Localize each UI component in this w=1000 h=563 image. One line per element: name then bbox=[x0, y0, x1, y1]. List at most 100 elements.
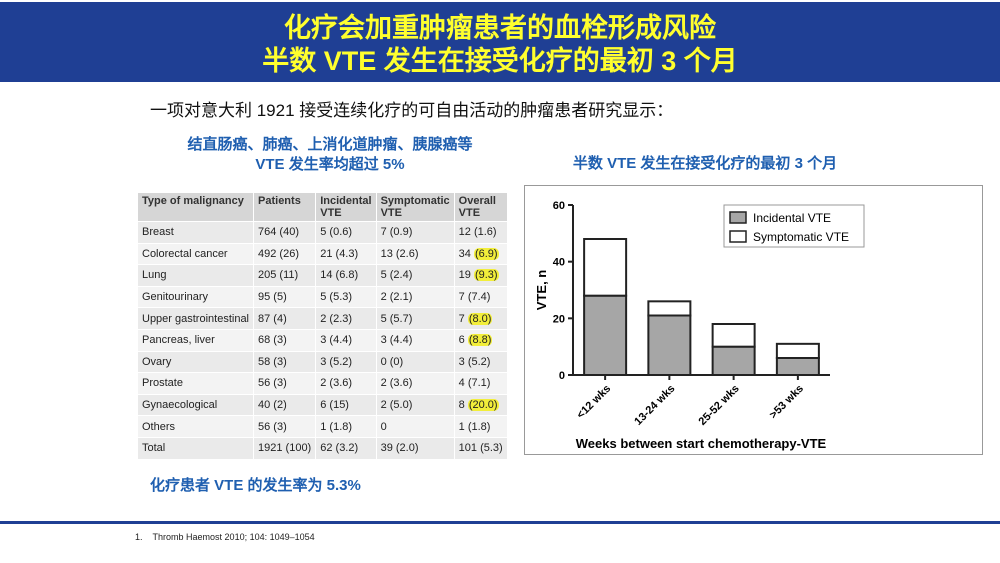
column-header: Incidental VTE bbox=[315, 193, 377, 222]
overall-count: 3 bbox=[458, 355, 465, 368]
caption-line: 结直肠癌、肺癌、上消化道肿瘤、胰腺癌等 bbox=[187, 136, 473, 153]
overall-percent: (6.9) bbox=[473, 247, 499, 260]
table-cell: 2 (2.1) bbox=[376, 285, 455, 308]
table-cell: Lung bbox=[138, 264, 255, 287]
caption-line: VTE 发生率均超过 5% bbox=[255, 156, 405, 173]
x-tick-label: >53 wks bbox=[767, 383, 806, 422]
bar-segment bbox=[775, 357, 820, 376]
y-tick-label: 0 bbox=[559, 370, 565, 382]
table-cell: 3 (5.2) bbox=[454, 350, 508, 373]
overall-percent: (9.3) bbox=[473, 269, 499, 282]
table-cell: 0 bbox=[376, 415, 455, 438]
table-cell: 8 (20.0) bbox=[454, 393, 508, 416]
bar-segment bbox=[711, 345, 756, 376]
overall-percent: (5.3) bbox=[480, 442, 503, 455]
title: 半数 VTE 发生在接受化疗的最初 3 个月 bbox=[262, 46, 738, 76]
bar-segment bbox=[711, 323, 756, 348]
table-cell: 39 (2.0) bbox=[376, 436, 455, 459]
overall-count: 7 bbox=[458, 291, 465, 304]
table-cell: 13 (2.6) bbox=[376, 242, 455, 265]
y-tick-label: 40 bbox=[553, 257, 565, 269]
column-header: Patients bbox=[253, 193, 317, 222]
header-row: Type of malignancy Patients Incidental VTE… bbox=[138, 193, 508, 222]
table-cell: 5 (5.3) bbox=[315, 285, 377, 308]
caption: 化疗患者 VTE 的发生率为 5.3% bbox=[150, 477, 361, 494]
table-cell: 0 (0) bbox=[376, 350, 455, 373]
table-cell: 56 (3) bbox=[253, 372, 317, 395]
overall-percent: (1.8) bbox=[467, 420, 491, 433]
column-header: Type of malignancy bbox=[138, 193, 255, 222]
table-cell: 3 (4.4) bbox=[315, 328, 377, 352]
legend-swatch bbox=[729, 230, 747, 243]
title: 化疗会加重肿瘤患者的血栓形成风险 bbox=[284, 13, 716, 43]
table-cell: 2 (2.3) bbox=[315, 307, 377, 330]
table-row: Others 56 (3) 1 (1.8) 0 1 (1.8) bbox=[138, 415, 508, 438]
footnote-text: Thromb Haemost 2010; 104: 1049–1054 bbox=[152, 532, 315, 542]
table-cell: 3 (4.4) bbox=[376, 328, 455, 352]
table-cell: 5 (5.7) bbox=[376, 307, 455, 330]
table-cell: 3 (5.2) bbox=[315, 350, 377, 373]
table-cell: 2 (5.0) bbox=[376, 393, 455, 416]
legend-frame bbox=[723, 204, 865, 248]
y-tick-label: 20 bbox=[553, 313, 565, 325]
legend-label: Incidental VTE bbox=[753, 211, 831, 225]
table-row: Total 1921 (100) 62 (3.2) 39 (2.0) 101 (5.3) bbox=[138, 436, 508, 459]
bar-segment bbox=[647, 314, 692, 376]
table-cell: Colorectal cancer bbox=[138, 242, 255, 265]
table-cell: 40 (2) bbox=[253, 393, 317, 416]
column-header: Symptomatic VTE bbox=[376, 193, 455, 222]
overall-count: 101 bbox=[458, 442, 478, 455]
table-cell: Breast bbox=[138, 221, 255, 244]
bar-segment bbox=[583, 238, 628, 297]
y-axis-label: VTE, n bbox=[534, 270, 549, 311]
table-row: Gynaecological 40 (2) 6 (15) 2 (5.0) 8 (20.0… bbox=[138, 393, 508, 416]
table-cell: Ovary bbox=[138, 350, 255, 373]
bar-segment bbox=[583, 294, 628, 376]
table-row: Upper gastrointestinal 87 (4) 2 (2.3) 5 (5.… bbox=[138, 307, 508, 330]
footnote: 1. Thromb Haemost 2010; 104: 1049–1054 bbox=[135, 532, 315, 542]
x-tick-label: 13-24 wks bbox=[632, 383, 677, 428]
overall-percent: (7.1) bbox=[467, 377, 491, 390]
overall-percent: (5.2) bbox=[467, 355, 491, 368]
table-cell: 1 (1.8) bbox=[454, 415, 508, 438]
table-row: Pancreas, liver 68 (3) 3 (4.4) 3 (4.4) 6 (8.… bbox=[138, 328, 508, 352]
caption: 半数 VTE 发生在接受化疗的最初 3 个月 bbox=[572, 155, 838, 172]
data-table: Type of malignancy Patients Incidental VTE… bbox=[138, 193, 508, 459]
y-tick-label: 60 bbox=[553, 200, 565, 212]
overall-percent: (8.8) bbox=[467, 334, 493, 347]
table-cell: 4 (7.1) bbox=[454, 372, 508, 395]
table-cell: Gynaecological bbox=[138, 393, 255, 416]
intro-text: 一项对意大利 1921 接受连续化疗的可自由活动的肿瘤患者研究显示： bbox=[150, 101, 674, 120]
table-cell: 1 (1.8) bbox=[315, 415, 377, 438]
table-cell: Genitourinary bbox=[138, 285, 255, 308]
table-cell: 6 (15) bbox=[315, 393, 377, 416]
x-tick-label: <12 wks bbox=[575, 383, 614, 422]
table-cell: 87 (4) bbox=[253, 307, 317, 330]
bar-segment bbox=[775, 342, 820, 360]
table-cell: 5 (0.6) bbox=[315, 221, 377, 244]
table-cell: 1921 (100) bbox=[253, 436, 317, 459]
overall-count: 12 bbox=[458, 226, 471, 239]
overall-count: 6 bbox=[458, 334, 465, 347]
x-tick-label: 25-52 wks bbox=[697, 383, 742, 428]
overall-percent: (1.6) bbox=[473, 226, 497, 239]
table-cell: 56 (3) bbox=[253, 415, 317, 438]
overall-count: 4 bbox=[458, 377, 465, 390]
footnote-number: 1. bbox=[135, 532, 143, 542]
table-row: Genitourinary 95 (5) 5 (5.3) 2 (2.1) 7 (7.4) bbox=[138, 285, 508, 308]
bar-segment bbox=[647, 300, 692, 317]
table-cell: 6 (8.8) bbox=[454, 328, 508, 352]
table-cell: 205 (11) bbox=[253, 264, 317, 287]
table-cell: Total bbox=[138, 436, 255, 459]
table-row: Ovary 58 (3) 3 (5.2) 0 (0) 3 (5.2) bbox=[138, 350, 508, 373]
overall-percent: (7.4) bbox=[467, 291, 491, 304]
table-cell: 7 (7.4) bbox=[454, 285, 508, 308]
table-cell: 2 (3.6) bbox=[315, 372, 377, 395]
table-cell: 2 (3.6) bbox=[376, 372, 455, 395]
table-row: Colorectal cancer 492 (26) 21 (4.3) 13 (2.6… bbox=[138, 242, 508, 265]
table-cell: Upper gastrointestinal bbox=[138, 307, 255, 330]
overall-count: 34 bbox=[458, 247, 471, 260]
caption: 结直肠癌、肺癌、上消化道肿瘤、胰腺癌等 VTE 发生率均超过 5% bbox=[140, 135, 520, 175]
